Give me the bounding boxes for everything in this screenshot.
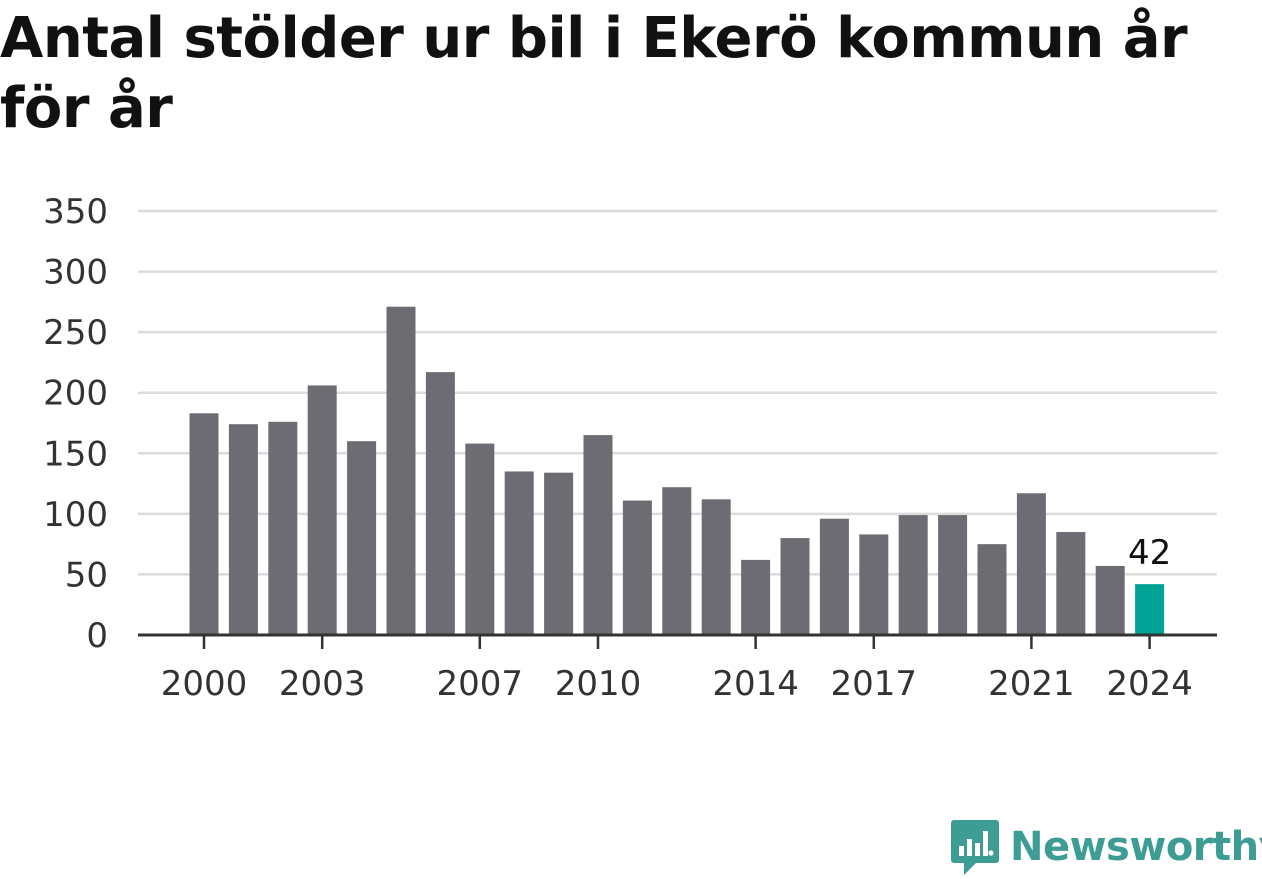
x-tick-label: 2003 bbox=[279, 664, 366, 704]
y-tick-label: 100 bbox=[43, 495, 108, 535]
x-tick-label: 2021 bbox=[988, 664, 1075, 704]
bar bbox=[780, 538, 810, 635]
bar bbox=[898, 515, 928, 635]
bar-highlight bbox=[1135, 584, 1165, 635]
chart-title: Antal stölder ur bil i Ekerö kommun år f… bbox=[0, 6, 1188, 141]
x-axis bbox=[138, 633, 1217, 649]
bar bbox=[268, 421, 298, 635]
bar bbox=[622, 500, 652, 635]
x-tick-label: 2017 bbox=[831, 664, 918, 704]
bar bbox=[189, 413, 219, 635]
y-tick-label: 250 bbox=[43, 313, 108, 353]
y-tick-label: 350 bbox=[43, 192, 108, 232]
bar bbox=[583, 435, 613, 635]
bar bbox=[347, 441, 377, 635]
x-tick-label: 2024 bbox=[1106, 664, 1193, 704]
bar bbox=[228, 424, 258, 635]
bar bbox=[938, 515, 968, 635]
y-tick-label: 0 bbox=[86, 616, 108, 656]
bar bbox=[386, 306, 416, 635]
bar bbox=[465, 443, 495, 635]
bar bbox=[741, 559, 771, 635]
bar bbox=[1095, 565, 1125, 635]
bar bbox=[425, 372, 455, 635]
x-tick-label: 2014 bbox=[712, 664, 799, 704]
bar bbox=[307, 385, 337, 635]
bar bbox=[1016, 493, 1046, 635]
bar bbox=[859, 534, 889, 635]
bar bbox=[544, 472, 574, 635]
x-tick-label: 2000 bbox=[161, 664, 248, 704]
data-labels: 42 bbox=[1128, 533, 1171, 573]
y-tick-label: 200 bbox=[43, 374, 108, 414]
bar bbox=[662, 487, 692, 635]
bar bbox=[1056, 532, 1086, 635]
bar bbox=[977, 544, 1007, 635]
y-axis-tick-labels: 0 50 100 150 200 250 300 350 bbox=[43, 192, 108, 656]
x-axis-tick-labels: 2000 2003 2007 2010 2014 2017 2021 2024 bbox=[161, 664, 1193, 704]
bars bbox=[189, 306, 1165, 635]
x-tick-label: 2007 bbox=[437, 664, 524, 704]
y-tick-label: 300 bbox=[43, 253, 108, 293]
bar bbox=[819, 518, 849, 635]
x-tick-label: 2010 bbox=[555, 664, 642, 704]
y-tick-label: 150 bbox=[43, 434, 108, 474]
newsworthy-chart-icon bbox=[951, 820, 999, 875]
y-tick-label: 50 bbox=[65, 555, 108, 595]
bar bbox=[504, 471, 534, 635]
newsworthy-logo: Newsworthy bbox=[950, 818, 1262, 876]
brand-name: Newsworthy bbox=[1010, 824, 1262, 870]
bar bbox=[701, 499, 731, 635]
data-label: 42 bbox=[1128, 533, 1171, 573]
